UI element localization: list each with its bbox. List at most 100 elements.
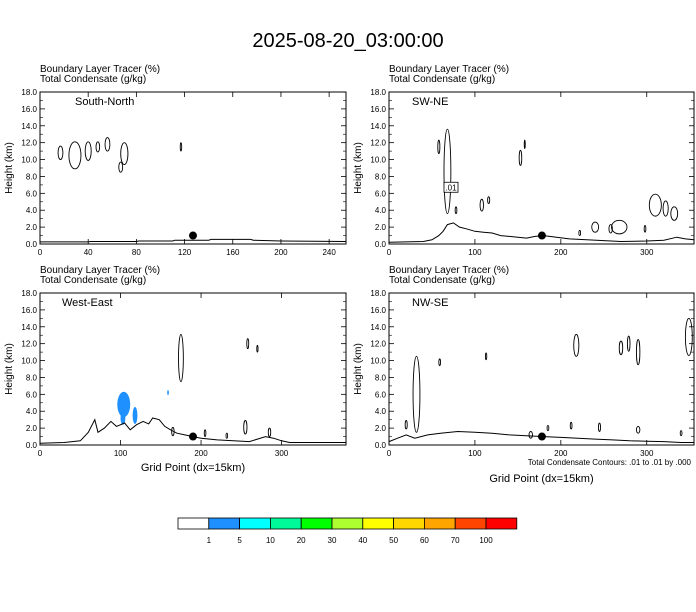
- y-tick-label: 14.0: [21, 323, 37, 332]
- y-tick-label: 8.0: [375, 172, 387, 181]
- condensate-contour: [679, 430, 683, 437]
- colorbar-label: 50: [389, 536, 398, 545]
- y-tick-label: 0.0: [375, 240, 387, 249]
- x-tick-label: 300: [640, 248, 654, 257]
- y-tick-label: 18.0: [21, 88, 37, 97]
- panel-3: Boundary Layer Tracer (%)Total Condensat…: [353, 265, 695, 458]
- y-tick-label: 6.0: [375, 390, 387, 399]
- condensate-contour: [104, 137, 111, 152]
- panel-title: NW-SE: [412, 297, 448, 309]
- y-tick-label: 12.0: [370, 139, 386, 148]
- colorbar-swatch: [485, 517, 518, 530]
- colorbar-label: 70: [451, 536, 460, 545]
- condensate-contour: [528, 431, 533, 439]
- condensate-contour: [120, 142, 129, 166]
- terrain-line: [39, 417, 346, 444]
- y-tick-label: 4.0: [26, 407, 38, 416]
- y-tick-label: 16.0: [370, 105, 386, 114]
- panel-header-line2: Total Condensate (g/kg): [389, 74, 495, 85]
- y-tick-label: 10.0: [21, 357, 37, 366]
- colorbar-swatch: [393, 517, 425, 530]
- y-tick-label: 8.0: [26, 373, 38, 382]
- condensate-contour: [203, 429, 207, 438]
- condensate-contour: [648, 193, 662, 217]
- x-tick-label: 0: [38, 449, 43, 458]
- y-axis-label: Height (km): [4, 142, 15, 194]
- condensate-contour: [438, 358, 441, 367]
- colorbar-swatch: [177, 517, 210, 530]
- condensate-contour: [243, 420, 248, 435]
- tracer-patch: [132, 407, 138, 424]
- panel-2: Boundary Layer Tracer (%)Total Condensat…: [4, 265, 347, 458]
- x-tick-label: 40: [84, 248, 93, 257]
- panel-title: SW-NE: [412, 96, 448, 108]
- y-tick-label: 2.0: [26, 223, 38, 232]
- x-tick-label: 100: [468, 449, 482, 458]
- y-tick-label: 2.0: [375, 424, 387, 433]
- x-axis-label: Grid Point (dx=15km): [141, 462, 245, 474]
- contour-label-box: [443, 181, 459, 193]
- y-tick-label: 16.0: [21, 105, 37, 114]
- condensate-contour: [684, 317, 693, 356]
- y-axis-label: Height (km): [353, 142, 364, 194]
- y-tick-label: 16.0: [370, 306, 386, 315]
- condensate-contour: [611, 219, 628, 235]
- y-tick-label: 14.0: [370, 323, 386, 332]
- x-tick-label: 0: [387, 248, 392, 257]
- x-tick-label: 80: [132, 248, 141, 257]
- colorbar-swatch: [331, 517, 364, 530]
- y-tick-label: 6.0: [26, 189, 38, 198]
- x-tick-label: 100: [114, 449, 128, 458]
- condensate-contour: [57, 145, 64, 161]
- x-tick-label: 200: [554, 449, 568, 458]
- panel-header-line1: Boundary Layer Tracer (%): [40, 265, 160, 276]
- x-tick-label: 200: [274, 248, 288, 257]
- tracer-patch: [167, 390, 169, 396]
- y-tick-label: 12.0: [21, 340, 37, 349]
- colorbar-label: 20: [297, 536, 306, 545]
- x-tick-label: 0: [387, 449, 392, 458]
- colorbar-swatch: [239, 517, 271, 530]
- y-tick-label: 4.0: [375, 206, 387, 215]
- x-tick-label: 200: [554, 248, 568, 257]
- condensate-contour: [662, 200, 669, 217]
- condensate-contour: [479, 198, 484, 212]
- y-tick-label: 12.0: [370, 340, 386, 349]
- tracer-patch: [120, 411, 126, 425]
- contour-label: .01: [445, 183, 457, 192]
- colorbar-label: 30: [328, 536, 337, 545]
- condensate-contour: [179, 142, 183, 152]
- y-tick-label: 4.0: [26, 206, 38, 215]
- y-tick-label: 10.0: [21, 156, 37, 165]
- condensate-contour: [569, 421, 573, 430]
- panel-1: Boundary Layer Tracer (%)Total Condensat…: [353, 64, 695, 257]
- condensate-contour: [635, 425, 641, 434]
- condensate-contour: [591, 221, 600, 233]
- panel-title: South-North: [75, 96, 134, 108]
- x-tick-label: 300: [640, 449, 654, 458]
- plot-frame: [388, 91, 695, 245]
- y-tick-label: 16.0: [21, 306, 37, 315]
- colorbar-label: 1: [207, 536, 212, 545]
- y-tick-label: 18.0: [370, 289, 386, 298]
- y-tick-label: 10.0: [370, 357, 386, 366]
- x-tick-label: 100: [468, 248, 482, 257]
- x-tick-label: 0: [38, 248, 43, 257]
- panel-header-line2: Total Condensate (g/kg): [389, 275, 495, 286]
- plot-frame: [388, 292, 695, 446]
- y-tick-label: 2.0: [26, 424, 38, 433]
- panel-header-line1: Boundary Layer Tracer (%): [389, 265, 509, 276]
- colorbar-swatch: [454, 517, 487, 530]
- condensate-contour: [598, 422, 601, 432]
- condensate-contour: [670, 206, 679, 221]
- y-tick-label: 8.0: [26, 172, 38, 181]
- y-tick-label: 18.0: [370, 88, 386, 97]
- page-title: 2025-08-20_03:00:00: [252, 30, 444, 52]
- location-marker: [537, 432, 546, 441]
- condensate-contour: [635, 338, 641, 366]
- condensate-contour: [618, 340, 624, 356]
- location-marker: [189, 231, 197, 240]
- condensate-contour: [546, 425, 550, 432]
- y-tick-label: 0.0: [26, 441, 38, 450]
- plot-frame: [39, 91, 347, 245]
